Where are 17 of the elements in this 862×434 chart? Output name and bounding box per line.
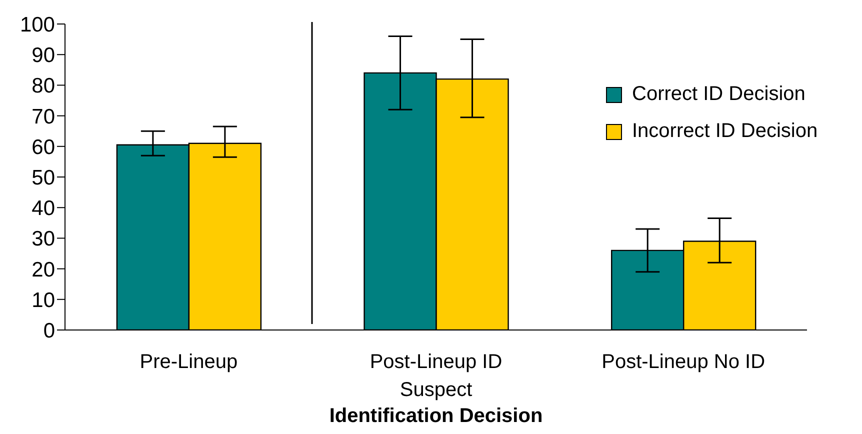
- y-tick-label: 60: [32, 136, 55, 159]
- x-tick-label: Post-Lineup No ID: [602, 351, 766, 373]
- y-tick-label: 40: [32, 197, 55, 220]
- y-tick-label: 100: [20, 13, 55, 36]
- y-tick-label: 80: [32, 74, 55, 98]
- y-tick-label: 30: [32, 228, 55, 251]
- y-tick-label: 0: [43, 319, 55, 342]
- legend-label: Correct ID Decision: [632, 82, 806, 107]
- x-tick-label: Post-Lineup ID Suspect: [370, 351, 502, 401]
- y-tick-label: 70: [32, 105, 55, 128]
- x-tick-label: Pre-Lineup: [140, 351, 238, 373]
- y-tick-label: 50: [32, 166, 55, 190]
- y-tick-label: 90: [32, 44, 55, 68]
- y-tick-label: 10: [32, 288, 55, 312]
- y-tick-label: 20: [32, 258, 55, 282]
- legend-label: Incorrect ID Decision: [632, 119, 818, 144]
- x-axis-title: Identification Decision: [329, 405, 543, 427]
